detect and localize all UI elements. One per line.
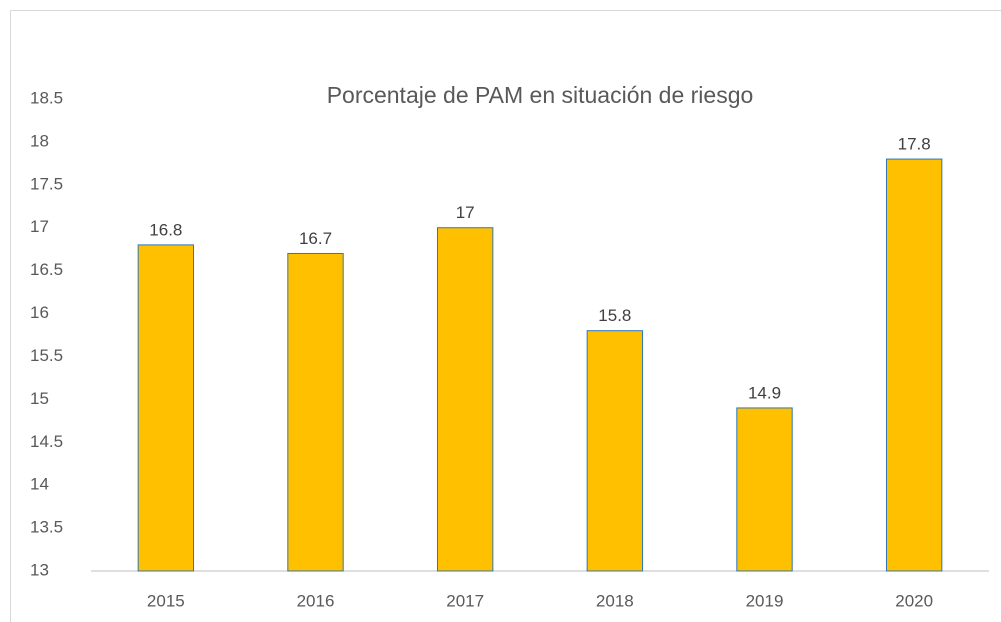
value-label: 16.8 (149, 220, 182, 239)
y-tick-label: 16 (30, 303, 49, 322)
y-tick-label: 14.5 (30, 432, 63, 451)
bar (137, 244, 195, 572)
x-tick-label: 2015 (147, 591, 185, 610)
value-label: 16.7 (299, 229, 332, 248)
x-tick-label: 2017 (446, 591, 484, 610)
x-tick-label: 2018 (596, 591, 634, 610)
x-tick-label: 2019 (746, 591, 784, 610)
value-label: 14.9 (748, 383, 781, 402)
y-tick-label: 14 (30, 475, 49, 494)
value-label: 17 (456, 203, 475, 222)
y-tick-label: 13 (30, 560, 49, 579)
y-tick-label: 15 (30, 389, 49, 408)
bar (736, 407, 793, 572)
y-tick-label: 13.5 (30, 518, 63, 537)
bar (436, 227, 494, 572)
y-tick-label: 16.5 (30, 260, 63, 279)
value-label: 17.8 (898, 135, 931, 154)
x-tick-label: 2016 (297, 591, 335, 610)
x-tick-label: 2020 (895, 591, 933, 610)
bar (287, 252, 344, 572)
y-tick-label: 18 (30, 131, 49, 150)
y-tick-label: 17.5 (30, 174, 63, 193)
y-tick-label: 17 (30, 217, 49, 236)
value-label: 15.8 (598, 306, 631, 325)
y-tick-label: 18.5 (30, 88, 63, 107)
y-tick-label: 15.5 (30, 346, 63, 365)
bar (586, 330, 644, 572)
bar (885, 158, 943, 572)
chart-title: Porcentaje de PAM en situación de riesgo (327, 82, 754, 108)
